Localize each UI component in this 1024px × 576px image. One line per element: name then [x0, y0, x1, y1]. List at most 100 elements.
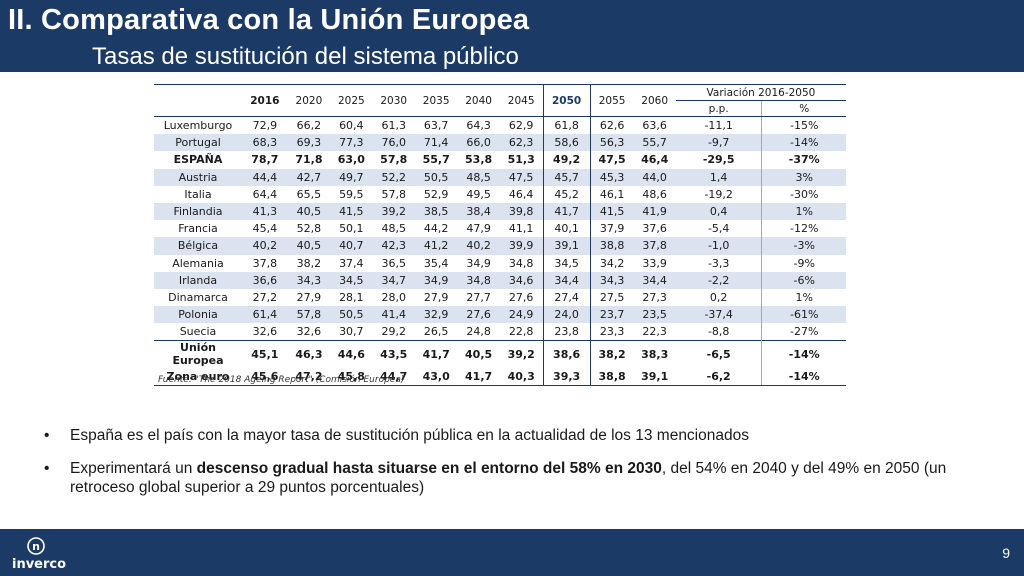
value-cell: 23,7	[590, 306, 634, 324]
value-cell: 57,8	[380, 153, 408, 167]
variation-pp-cell: -6,5	[675, 340, 762, 368]
table-row: Suecia 32,6 32,6 30,7 29,2 26,5 24,8 22,8 23,8 23…	[154, 323, 846, 341]
value-cell: 46,3	[287, 340, 331, 368]
value-cell: 34,3	[590, 271, 634, 289]
country-cell: Alemania	[172, 256, 224, 270]
value-cell: 36,5	[381, 256, 406, 270]
value-cell: 44,0	[633, 168, 676, 186]
value-cell: 32,6	[296, 325, 322, 339]
country-cell: ESPAÑA	[173, 153, 223, 167]
value-cell: 48,5	[381, 222, 406, 236]
logo-text: inverco	[12, 557, 67, 572]
year-header: 2045	[499, 84, 543, 117]
value-cell: 62,6	[599, 119, 625, 133]
country-cell: Austria	[154, 168, 242, 186]
variation-pct-cell: -14%	[761, 367, 846, 386]
value-cell: 39,2	[372, 202, 415, 221]
variation-pct-cell: 1%	[761, 288, 846, 307]
table-row: Irlanda 36,6 34,3 34,5 34,7 34,9 34,8 34,6 34,4 3…	[154, 271, 846, 289]
variation-header: Variación 2016-2050	[675, 84, 846, 101]
value-cell: 45,3	[590, 168, 634, 186]
value-cell: 56,3	[590, 134, 634, 152]
table-row: Alemania 37,8 38,2 37,4 36,5 35,4 34,9 34,8 34,5…	[154, 254, 846, 272]
inverco-logo-icon: n	[27, 537, 45, 555]
value-cell: 45,8	[330, 367, 373, 386]
value-cell: 38,2	[296, 256, 322, 270]
value-cell: 41,5	[590, 202, 634, 221]
value-cell: 78,7	[251, 153, 279, 167]
table-row: Portugal 68,3 69,3 77,3 76,0 71,4 66,0 62,3 58,6…	[154, 134, 846, 152]
value-cell: 39,9	[499, 237, 543, 255]
page-number: 9	[1002, 545, 1010, 561]
variation-pp-cell: 0,4	[675, 202, 762, 221]
year-header: 2025	[330, 84, 373, 117]
bullet-text-bold: descenso gradual hasta situarse en el en…	[196, 460, 662, 477]
value-cell: 66,2	[296, 119, 322, 133]
value-cell: 40,3	[499, 367, 543, 386]
value-cell: 29,2	[381, 325, 406, 339]
value-cell: 47,9	[466, 222, 491, 236]
table-row: Austria 44,4 42,7 49,7 52,2 50,5 48,5 47,5 45,7 4…	[154, 168, 846, 186]
variation-pp-cell: -11,1	[704, 119, 733, 133]
value-cell: 33,9	[642, 256, 667, 270]
variation-pp-cell: -37,4	[675, 306, 762, 324]
value-cell: 27,7	[466, 290, 491, 304]
value-cell: 34,3	[287, 271, 331, 289]
value-cell: 71,4	[414, 134, 458, 152]
bullet-text-before: Experimentará un	[70, 460, 197, 477]
slide-subtitle: Tasas de sustitución del sistema público	[92, 43, 519, 70]
replacement-rate-table: 2016 2020 2025 2030 2035 2040 2045 2050 2055 2060…	[154, 84, 846, 386]
table-row: Unión Europea 45,1 46,3 44,6 43,5 41,7 40,5 39,…	[154, 340, 846, 368]
value-cell: 55,7	[422, 153, 450, 167]
value-cell: 39,1	[542, 237, 591, 255]
country-cell: Irlanda	[154, 271, 242, 289]
value-cell: 50,1	[339, 222, 364, 236]
value-cell: 34,8	[508, 256, 534, 270]
value-cell: 63,6	[642, 119, 667, 133]
variation-pct-cell: -14%	[761, 340, 846, 368]
table-row: Bélgica 40,2 40,5 40,7 42,3 41,2 40,2 39,9 39,1 3…	[154, 237, 846, 255]
value-cell: 44,6	[330, 340, 373, 368]
value-cell: 48,6	[642, 187, 667, 201]
value-cell: 41,5	[330, 202, 373, 221]
value-cell: 45,7	[542, 168, 591, 186]
value-cell: 41,1	[508, 222, 534, 236]
bullet-dot: •	[44, 460, 50, 477]
value-cell: 40,5	[287, 237, 331, 255]
value-cell: 44,7	[372, 367, 415, 386]
value-cell: 47,5	[499, 168, 543, 186]
country-cell: Luxemburgo	[163, 119, 233, 133]
value-cell: 52,8	[296, 222, 322, 236]
value-cell: 37,8	[633, 237, 676, 255]
value-cell: 37,9	[599, 222, 625, 236]
value-cell: 57,8	[287, 306, 331, 324]
value-cell: 41,7	[457, 367, 500, 386]
value-cell: 27,4	[542, 288, 591, 307]
value-cell: 23,8	[542, 323, 591, 341]
table-row: ESPAÑA 78,7 71,8 63,0 57,8 55,7 53,8 51,3 49,2 47…	[154, 151, 846, 169]
value-cell: 77,3	[330, 134, 373, 152]
value-cell: 65,5	[296, 187, 322, 201]
country-cell: Italia	[184, 187, 212, 201]
value-cell: 57,8	[381, 187, 406, 201]
value-cell: 63,0	[337, 153, 365, 167]
variation-pp-cell: -2,2	[675, 271, 762, 289]
country-cell: Francia	[178, 222, 218, 236]
bullet-list: • España es el país con la mayor tasa de…	[44, 426, 994, 511]
value-cell: 34,5	[542, 254, 591, 272]
year-header: 2030	[372, 84, 415, 117]
value-cell: 34,5	[330, 271, 373, 289]
value-cell: 46,4	[508, 187, 534, 201]
slide-footer: n inverco 9	[0, 529, 1024, 576]
value-cell: 23,3	[599, 325, 625, 339]
variation-pp-cell: -5,4	[707, 222, 730, 236]
value-cell: 48,5	[457, 168, 500, 186]
value-cell: 23,5	[633, 306, 676, 324]
value-cell: 44,2	[423, 222, 449, 236]
value-cell: 64,3	[466, 119, 491, 133]
bullet-item: • España es el país con la mayor tasa de…	[44, 426, 994, 445]
country-cell: Dinamarca	[168, 290, 228, 304]
country-cell: Portugal	[154, 134, 242, 152]
bullet-item: • Experimentará un descenso gradual hast…	[44, 459, 994, 497]
country-cell: Bélgica	[154, 237, 242, 255]
